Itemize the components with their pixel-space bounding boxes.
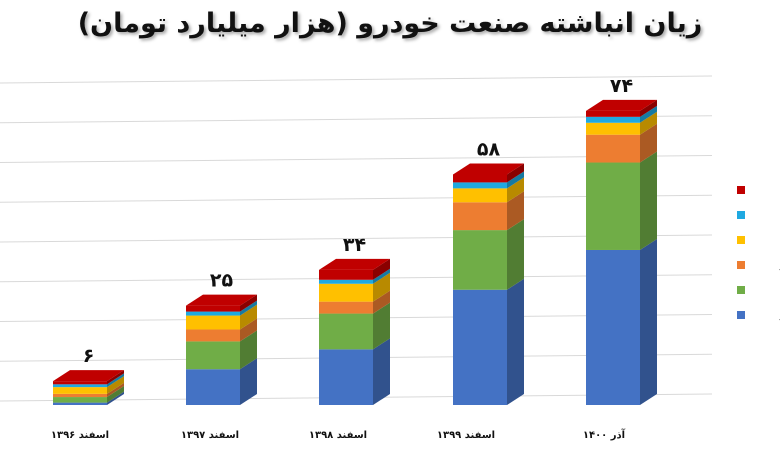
bar-segment bbox=[319, 272, 390, 302]
x-tick-label: اسفند ۱۳۹۹ bbox=[437, 430, 495, 441]
gridline bbox=[0, 75, 713, 84]
legend-item: رو دیزل bbox=[737, 236, 745, 244]
bar-segment bbox=[586, 238, 657, 405]
bar-segment bbox=[586, 111, 657, 135]
legend-swatch bbox=[737, 236, 745, 244]
legend-swatch bbox=[737, 286, 745, 294]
bar-segment bbox=[53, 391, 124, 405]
bar-segment bbox=[586, 105, 657, 123]
labels: ۶ اسفند ۱۳۹۶ ۲۵ اسفند ۱۳۹۷ ۳۴ اسفند ۱۳۹۸ ۵۸ اسف… bbox=[51, 75, 633, 441]
legend-swatch bbox=[737, 186, 745, 194]
bar-segment bbox=[319, 258, 390, 280]
bar-segment bbox=[586, 123, 657, 163]
legend-item: زامیاد bbox=[737, 186, 745, 194]
bar-segment bbox=[453, 191, 524, 231]
x-tick-label: آذر ۱۴۰۰ bbox=[583, 428, 626, 441]
legend-swatch bbox=[737, 211, 745, 219]
bar-segment bbox=[453, 163, 524, 183]
bar-total-label: ۷۴ bbox=[610, 75, 633, 97]
bar-segment bbox=[186, 294, 257, 312]
bar-segment bbox=[53, 370, 124, 385]
legend-item: خودرو bbox=[737, 311, 780, 321]
bar-segment bbox=[53, 376, 124, 394]
bar-total-label: ۳۴ bbox=[343, 234, 366, 256]
bar-segment bbox=[186, 300, 257, 316]
bar-segment bbox=[453, 177, 524, 203]
bar-segment bbox=[53, 386, 124, 403]
bar-segment bbox=[319, 268, 390, 284]
legend-item: سایپا bbox=[737, 286, 745, 294]
bar-segment bbox=[319, 290, 390, 314]
x-tick-label: اسفند ۱۳۹۷ bbox=[181, 430, 239, 441]
bar-total-label: ۲۵ bbox=[210, 270, 234, 292]
bar-total-label: ۶ bbox=[83, 345, 95, 367]
bar-segment bbox=[186, 358, 257, 405]
legend-swatch bbox=[737, 261, 745, 269]
bars bbox=[53, 99, 657, 405]
bar-segment bbox=[586, 151, 657, 250]
bar-segment bbox=[453, 219, 524, 290]
legend-item: یپا دیزل bbox=[737, 211, 745, 219]
bar-segment bbox=[453, 278, 524, 405]
x-tick-label: اسفند ۱۳۹۶ bbox=[51, 430, 109, 441]
legend: زامیاد یپا دیزل رو دیزل خودرو سایپا خودرو bbox=[737, 186, 780, 321]
bar-segment bbox=[53, 373, 124, 388]
bar-segment bbox=[186, 318, 257, 342]
bar-segment bbox=[53, 382, 124, 398]
bar-segment bbox=[186, 330, 257, 370]
bar-total-label: ۵۸ bbox=[477, 138, 501, 160]
legend-item: خودرو bbox=[737, 261, 780, 271]
x-tick-label: اسفند ۱۳۹۸ bbox=[309, 430, 367, 441]
chart-title: زیان انباشته صنعت خودرو (هزار میلیارد تو… bbox=[77, 8, 703, 39]
bar-segment bbox=[453, 171, 524, 189]
bar-segment bbox=[186, 304, 257, 330]
bar-segment bbox=[319, 338, 390, 405]
bar-segment bbox=[586, 99, 657, 117]
bar-segment bbox=[319, 302, 390, 350]
legend-swatch bbox=[737, 311, 745, 319]
